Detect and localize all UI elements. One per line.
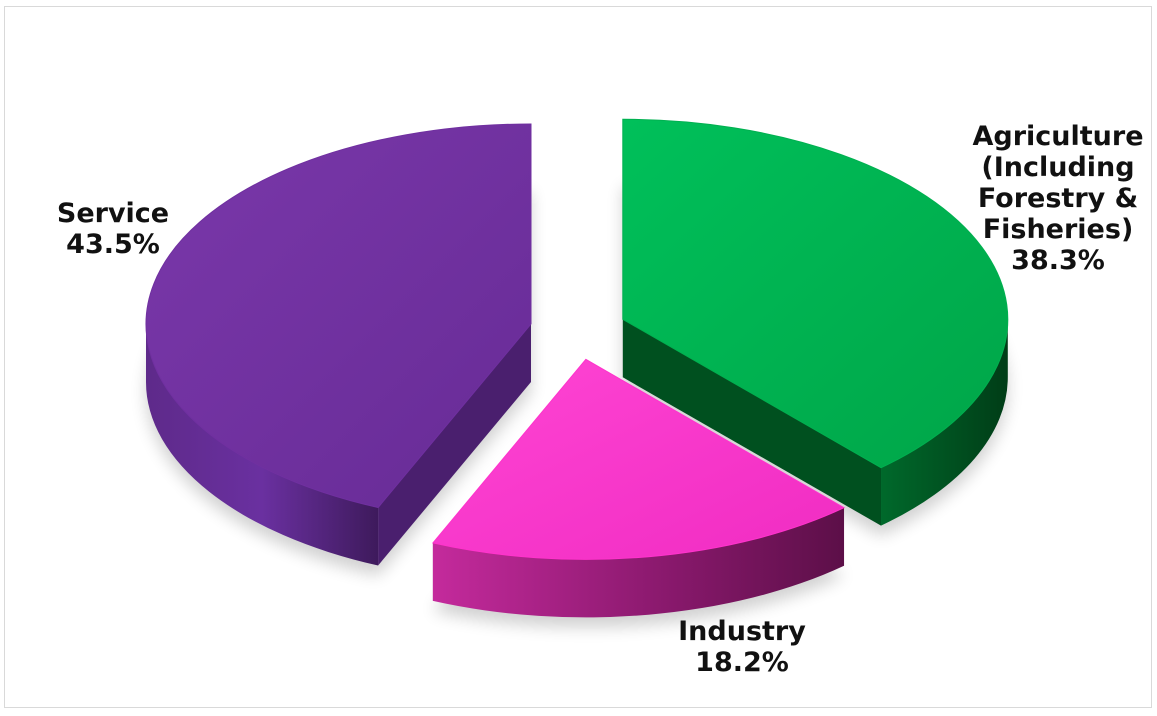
pie-slice xyxy=(622,118,1009,526)
data-label-name: Industry xyxy=(678,616,806,647)
pie-slice xyxy=(145,123,532,566)
data-label: Service 43.5% xyxy=(57,198,169,260)
data-label-name: Forestry & xyxy=(978,183,1138,214)
data-label-name: Fisheries) xyxy=(983,214,1134,245)
slice-top xyxy=(431,358,846,560)
data-label: Agriculture (Including Forestry & Fisheries… xyxy=(972,121,1143,276)
slice-cut-face xyxy=(622,319,882,526)
slice-outer-wall xyxy=(432,507,845,618)
data-label-value: 18.2% xyxy=(695,647,789,678)
slice-cut-face xyxy=(378,323,531,566)
slice-outer-wall xyxy=(881,319,1008,526)
data-label: Industry 18.2% xyxy=(678,616,806,678)
pie-slice xyxy=(431,358,846,618)
data-label-name: Agriculture xyxy=(972,121,1143,152)
data-label-name: (Including xyxy=(981,152,1134,183)
slice-top xyxy=(145,123,532,509)
slice-top xyxy=(622,118,1009,469)
data-label-value: 38.3% xyxy=(1011,245,1105,276)
data-label-name: Service xyxy=(57,198,169,229)
data-label-value: 43.5% xyxy=(66,229,160,260)
slice-outer-wall xyxy=(145,323,379,566)
